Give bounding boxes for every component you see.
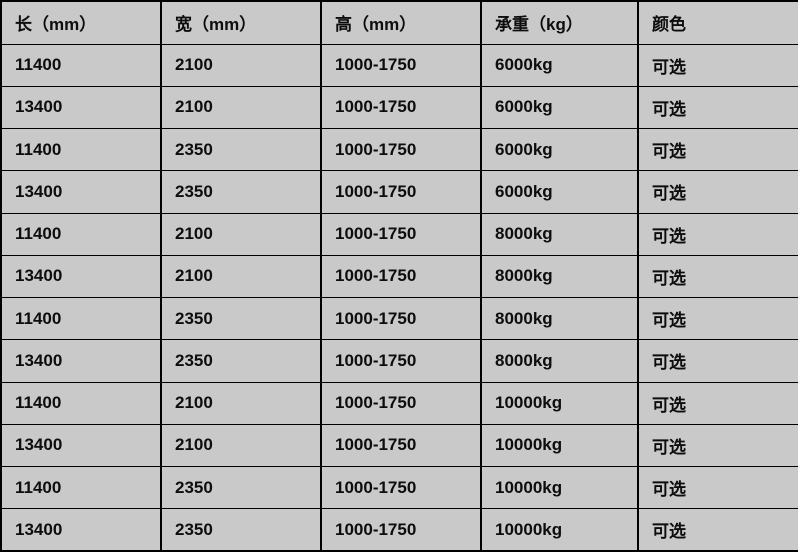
table-row: 13400 2100 1000-1750 6000kg 可选 [0,85,798,130]
table-cell: 8000kg [480,296,639,341]
table-cell: 可选 [637,508,798,552]
table-cell: 可选 [637,170,798,214]
table-cell: 1000-1750 [320,508,482,552]
table-row: 11400 2350 1000-1750 8000kg 可选 [0,296,798,341]
table-cell: 2350 [160,170,322,214]
table-cell: 8000kg [480,339,639,383]
table-cell: 8000kg [480,212,639,256]
table-row: 11400 2350 1000-1750 10000kg 可选 [0,465,798,510]
table-cell: 1000-1750 [320,339,482,383]
table-row: 11400 2350 1000-1750 6000kg 可选 [0,127,798,172]
table-cell: 1000-1750 [320,381,482,425]
table-cell: 2350 [160,465,322,510]
table-cell: 8000kg [480,254,639,299]
table-row: 13400 2350 1000-1750 10000kg 可选 [0,508,798,552]
table-body: 11400 2100 1000-1750 6000kg 可选 13400 2100 1000-… [0,43,798,552]
table-cell: 2350 [160,508,322,552]
table-cell: 1000-1750 [320,423,482,468]
table-cell: 11400 [0,212,162,256]
table-cell: 11400 [0,381,162,425]
table-header: 长（mm） 宽（mm） 高（mm） 承重（kg） 颜色 [0,0,798,45]
table-cell: 13400 [0,423,162,468]
table-cell: 2100 [160,254,322,299]
table-row: 13400 2100 1000-1750 8000kg 可选 [0,254,798,299]
table-row: 11400 2100 1000-1750 8000kg 可选 [0,212,798,256]
table-cell: 可选 [637,296,798,341]
table-row: 11400 2100 1000-1750 6000kg 可选 [0,43,798,87]
table-cell: 2100 [160,423,322,468]
table-cell: 1000-1750 [320,212,482,256]
table-cell: 13400 [0,339,162,383]
col-header-color: 颜色 [637,0,798,45]
table-cell: 11400 [0,127,162,172]
table-cell: 1000-1750 [320,296,482,341]
table-row: 13400 2350 1000-1750 6000kg 可选 [0,170,798,214]
table-cell: 6000kg [480,127,639,172]
table-cell: 可选 [637,254,798,299]
table-cell: 2100 [160,212,322,256]
table-cell: 11400 [0,296,162,341]
col-header-height: 高（mm） [320,0,482,45]
table-cell: 1000-1750 [320,85,482,130]
table-cell: 6000kg [480,170,639,214]
table-cell: 10000kg [480,465,639,510]
table-cell: 2100 [160,43,322,87]
table-cell: 可选 [637,381,798,425]
table-cell: 1000-1750 [320,127,482,172]
table-cell: 6000kg [480,43,639,87]
table-row: 11400 2100 1000-1750 10000kg 可选 [0,381,798,425]
table-cell: 1000-1750 [320,254,482,299]
table-cell: 可选 [637,43,798,87]
table-cell: 6000kg [480,85,639,130]
table-cell: 1000-1750 [320,43,482,87]
table-cell: 13400 [0,254,162,299]
table-cell: 可选 [637,127,798,172]
table-cell: 1000-1750 [320,170,482,214]
table-cell: 可选 [637,85,798,130]
table-row: 13400 2100 1000-1750 10000kg 可选 [0,423,798,468]
table-cell: 1000-1750 [320,465,482,510]
table-cell: 可选 [637,339,798,383]
table-cell: 可选 [637,212,798,256]
table-cell: 10000kg [480,381,639,425]
col-header-length: 长（mm） [0,0,162,45]
table-cell: 10000kg [480,423,639,468]
col-header-width: 宽（mm） [160,0,322,45]
table-cell: 可选 [637,423,798,468]
header-row: 长（mm） 宽（mm） 高（mm） 承重（kg） 颜色 [0,0,798,45]
table-cell: 11400 [0,43,162,87]
table-cell: 2100 [160,381,322,425]
table-cell: 13400 [0,508,162,552]
table-row: 13400 2350 1000-1750 8000kg 可选 [0,339,798,383]
col-header-capacity: 承重（kg） [480,0,639,45]
table-cell: 2350 [160,127,322,172]
table-cell: 2100 [160,85,322,130]
table-cell: 2350 [160,296,322,341]
table-cell: 可选 [637,465,798,510]
table-cell: 11400 [0,465,162,510]
table-cell: 10000kg [480,508,639,552]
table-cell: 2350 [160,339,322,383]
table-cell: 13400 [0,170,162,214]
table-cell: 13400 [0,85,162,130]
